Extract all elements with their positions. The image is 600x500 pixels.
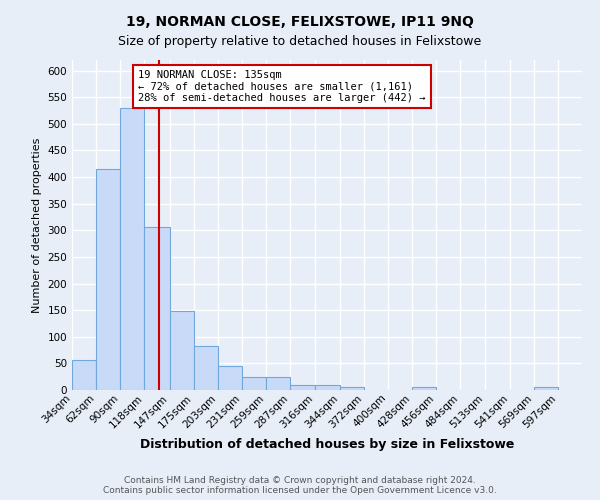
Text: Contains HM Land Registry data © Crown copyright and database right 2024.
Contai: Contains HM Land Registry data © Crown c… (103, 476, 497, 495)
Bar (145, 226, 170, 390)
Bar (266, 376, 290, 390)
Text: 19 NORMAN CLOSE: 135sqm
← 72% of detached houses are smaller (1,161)
28% of semi: 19 NORMAN CLOSE: 135sqm ← 72% of detache… (139, 70, 426, 103)
Bar (242, 377, 266, 390)
Bar (170, 311, 194, 390)
Bar (316, 384, 340, 390)
Text: Size of property relative to detached houses in Felixstowe: Size of property relative to detached ho… (118, 35, 482, 48)
Bar (533, 388, 558, 390)
Bar (412, 388, 436, 390)
Bar (121, 108, 145, 390)
Text: 19, NORMAN CLOSE, FELIXSTOWE, IP11 9NQ: 19, NORMAN CLOSE, FELIXSTOWE, IP11 9NQ (126, 15, 474, 29)
Bar (340, 388, 364, 390)
X-axis label: Distribution of detached houses by size in Felixstowe: Distribution of detached houses by size … (140, 438, 514, 451)
Bar (218, 366, 242, 390)
Bar (96, 169, 121, 390)
Bar (290, 384, 316, 390)
Y-axis label: Number of detached properties: Number of detached properties (32, 138, 42, 312)
Bar (72, 360, 96, 390)
Bar (194, 346, 218, 390)
